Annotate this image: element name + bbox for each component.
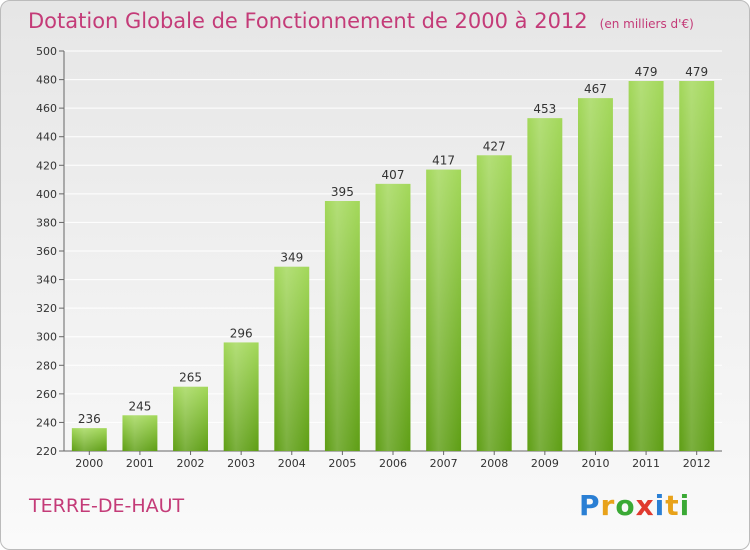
bar-shine xyxy=(274,266,310,451)
x-tick-label: 2005 xyxy=(328,457,356,470)
bar-value-label: 453 xyxy=(533,102,556,116)
x-tick-label: 2000 xyxy=(75,457,103,470)
bar-value-label: 407 xyxy=(382,168,405,182)
logo-letter: i xyxy=(679,489,691,522)
y-tick-label: 400 xyxy=(36,188,57,201)
bar-value-label: 245 xyxy=(128,399,151,413)
bar-value-label: 265 xyxy=(179,371,202,385)
bars xyxy=(71,81,715,452)
proxiti-logo[interactable]: Proxiti xyxy=(579,489,690,522)
logo-letter: r xyxy=(600,489,616,522)
bar-value-label: 417 xyxy=(432,154,455,168)
chart-title: Dotation Globale de Fonctionnement de 20… xyxy=(28,9,694,33)
labels: 220 240 260 280 300 320 340 360 380 400 420 440 460 4… xyxy=(36,45,711,470)
bar-shine xyxy=(426,169,462,452)
y-tick-label: 220 xyxy=(36,445,57,458)
logo-letter: o xyxy=(615,489,636,522)
x-tick-label: 2010 xyxy=(581,457,609,470)
bar-shine xyxy=(577,98,613,452)
y-tick-label: 420 xyxy=(36,159,57,172)
bar-shine xyxy=(375,183,411,451)
y-tick-label: 440 xyxy=(36,131,57,144)
logo-letter: P xyxy=(579,489,601,522)
chart-subtitle: (en milliers d'€) xyxy=(599,17,694,31)
logo-letter: x xyxy=(635,489,655,522)
x-tick-label: 2003 xyxy=(227,457,255,470)
x-tick-label: 2002 xyxy=(177,457,205,470)
chart-title-text: Dotation Globale de Fonctionnement de 20… xyxy=(28,9,588,33)
x-tick-label: 2001 xyxy=(126,457,154,470)
commune-name: TERRE-DE-HAUT xyxy=(29,495,185,517)
x-tick-label: 2006 xyxy=(379,457,407,470)
x-tick-label: 2007 xyxy=(430,457,458,470)
x-tick-label: 2012 xyxy=(683,457,711,470)
y-tick-label: 300 xyxy=(36,331,57,344)
y-tick-label: 260 xyxy=(36,388,57,401)
y-tick-label: 240 xyxy=(36,416,57,429)
bar-value-label: 479 xyxy=(635,65,658,79)
bar-value-label: 479 xyxy=(685,65,708,79)
bar-shine xyxy=(679,81,715,451)
bar-value-label: 349 xyxy=(280,251,303,265)
y-tick-label: 460 xyxy=(36,102,57,115)
bar-shine xyxy=(71,428,107,451)
x-tick-label: 2008 xyxy=(480,457,508,470)
bar-shine xyxy=(122,415,158,451)
bar-shine xyxy=(223,342,259,451)
bar-value-label: 395 xyxy=(331,185,354,199)
y-tick-label: 360 xyxy=(36,245,57,258)
bar-value-label: 467 xyxy=(584,82,607,96)
bar-shine xyxy=(527,118,563,452)
x-tick-label: 2011 xyxy=(632,457,660,470)
bar-value-label: 296 xyxy=(230,326,253,340)
bar-shine xyxy=(324,201,360,451)
y-tick-label: 500 xyxy=(36,45,57,58)
bar-shine xyxy=(476,155,512,452)
bar-value-label: 236 xyxy=(78,412,101,426)
logo-letter: t xyxy=(665,489,680,522)
bar-value-label: 427 xyxy=(483,139,506,153)
y-tick-label: 380 xyxy=(36,216,57,229)
y-tick-label: 340 xyxy=(36,274,57,287)
x-tick-label: 2009 xyxy=(531,457,559,470)
y-tick-label: 480 xyxy=(36,74,57,87)
bar-shine xyxy=(173,386,209,451)
logo-letter: i xyxy=(654,489,666,522)
y-tick-label: 320 xyxy=(36,302,57,315)
bar-shine xyxy=(628,81,664,451)
y-tick-label: 280 xyxy=(36,359,57,372)
x-tick-label: 2004 xyxy=(278,457,306,470)
